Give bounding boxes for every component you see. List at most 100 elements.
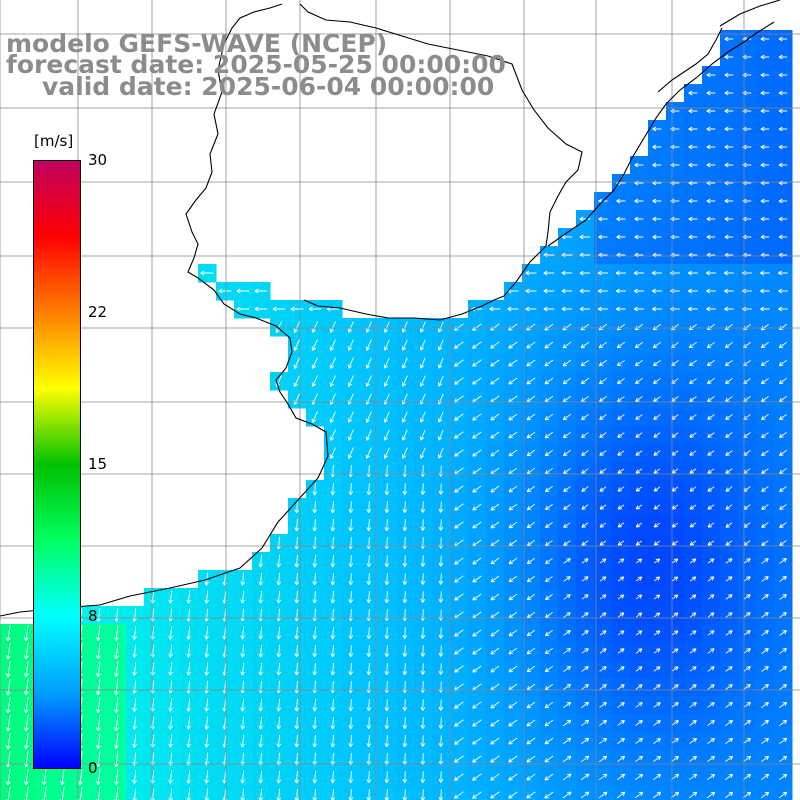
wind-arrow [437,375,444,387]
wind-arrow [779,486,787,492]
wind-arrow [420,663,426,675]
wind-arrow [760,234,770,240]
wind-arrow [402,591,408,604]
wind-arrow [725,684,733,690]
wind-arrow [635,594,643,600]
wind-arrow [671,594,679,600]
wind-arrow [724,54,734,60]
wind-arrow [725,702,733,708]
wind-arrow [438,735,444,747]
wind-arrow [438,717,444,729]
wind-arrow [5,678,11,696]
wind-arrow [725,468,733,474]
wind-arrow [508,521,518,529]
wind-arrow [562,341,572,349]
wind-arrow [526,665,536,673]
wind-arrow [348,555,354,568]
wind-arrow [204,734,209,748]
wind-arrow [294,644,300,658]
wind-arrow [204,626,209,640]
wind-arrow [761,755,770,763]
wind-arrow [420,591,426,603]
wind-arrow [401,339,408,351]
wind-arrow [276,734,282,748]
wind-arrow [348,735,354,748]
wind-arrow [347,357,354,369]
wind-arrow [293,357,300,369]
wind-arrow [634,234,644,240]
wind-arrow [707,755,716,763]
wind-arrow [114,697,119,714]
wind-arrow [508,629,518,637]
wind-arrow [330,662,336,676]
wind-arrow [383,321,390,333]
wind-arrow [581,504,589,510]
wind-arrow [454,413,464,421]
wind-arrow [402,717,408,730]
wind-arrow [312,716,318,730]
wind-arrow [490,719,500,727]
wind-arrow [779,576,787,582]
wind-arrow [598,377,607,385]
wind-arrow [490,791,500,799]
wind-arrow [688,306,698,312]
wind-arrow [581,576,589,582]
wind-arrow [779,612,787,618]
wind-arrow [454,323,464,331]
wind-arrow [779,701,788,709]
wind-arrow [218,288,232,294]
wind-arrow [779,719,788,727]
wind-arrow [653,540,661,546]
wind-arrow [454,377,464,385]
wind-arrow [168,698,173,712]
wind-arrow [366,573,372,586]
wind-arrow [419,429,426,441]
wind-arrow [454,449,464,457]
wind-arrow [312,500,318,514]
wind-arrow [635,720,643,726]
wind-arrow [384,663,390,676]
wind-arrow [276,626,282,640]
wind-arrow [383,357,390,369]
wind-arrow [544,719,554,727]
wind-arrow [402,645,408,658]
wind-arrow [671,755,680,763]
wind-arrow [671,648,679,654]
wind-arrow [525,306,537,312]
wind-arrow [579,306,591,312]
wind-arrow [472,791,482,799]
wind-arrow [724,198,734,204]
wind-arrow [706,126,716,132]
wind-arrow [725,450,733,456]
wind-arrow [724,288,734,294]
wind-arrow [294,554,300,568]
wind-arrow [438,555,444,567]
wind-arrow [599,468,607,474]
wind-arrow [348,573,354,586]
wind-arrow [186,626,191,640]
wind-arrow [581,630,589,636]
wind-arrow [366,519,372,532]
wind-arrow [366,555,372,568]
wind-arrow [615,270,627,276]
wind-arrow [347,429,354,441]
wind-arrow [598,359,608,367]
wind-arrow [311,339,318,351]
colorbar [33,160,81,769]
wind-arrow [617,702,625,708]
wind-arrow [348,645,354,658]
wind-arrow [778,144,788,150]
wind-arrow [525,270,537,276]
wind-arrow [508,755,518,763]
wind-arrow [329,411,336,423]
wind-arrow [526,647,536,655]
wind-arrow [689,612,697,618]
wind-arrow [743,737,752,745]
wind-arrow [689,666,697,672]
wind-arrow [779,450,787,457]
wind-arrow [454,575,464,583]
wind-arrow [366,735,372,748]
wind-arrow [545,576,553,583]
wind-arrow [653,648,661,654]
